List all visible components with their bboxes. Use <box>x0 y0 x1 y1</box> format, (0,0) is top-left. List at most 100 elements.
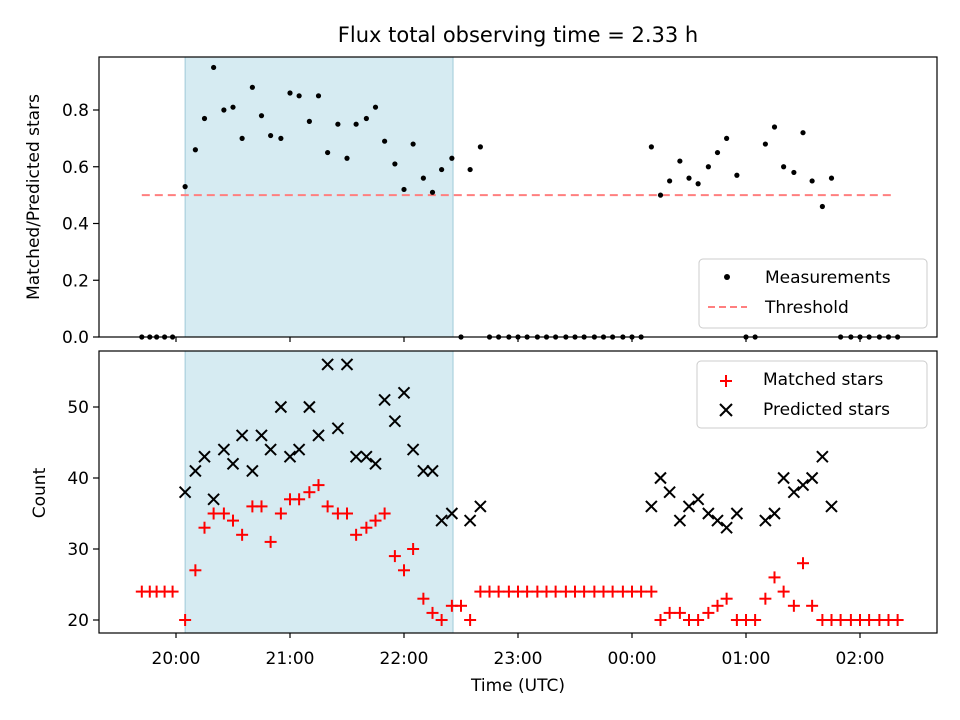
predicted-star-stroke-b <box>777 471 790 485</box>
predicted-star-stroke-b <box>787 485 801 499</box>
predicted-star-point <box>682 500 696 513</box>
matched-star-point <box>759 592 772 605</box>
predicted-star-stroke-b <box>406 443 420 456</box>
measurement-point <box>648 144 654 150</box>
matched-star-point <box>274 507 287 520</box>
matched-star-point <box>166 585 179 598</box>
predicted-star-point <box>645 500 658 513</box>
measurement-point <box>828 175 835 181</box>
measurement-points <box>139 64 901 340</box>
predicted-star-stroke-b <box>255 429 268 442</box>
matched-stars-points <box>135 479 904 626</box>
measurement-point <box>372 104 379 110</box>
predicted-star-stroke-b <box>360 450 373 463</box>
measurement-point <box>449 155 455 161</box>
matched-star-point <box>578 585 591 598</box>
top-y-axis-label: Matched/Predicted stars <box>24 94 44 300</box>
top-highlight-window <box>184 56 454 338</box>
predicted-star-stroke-b <box>711 514 724 527</box>
measurement-point <box>695 181 701 187</box>
measurement-point <box>667 178 673 184</box>
measurement-point <box>762 141 768 147</box>
predicted-star-point <box>691 493 705 506</box>
top-y-tick-label: 0.6 <box>62 158 89 178</box>
top-y-tick-label: 0.0 <box>62 328 89 348</box>
predicted-star-point <box>711 514 724 527</box>
predicted-star-point <box>292 443 306 456</box>
top-y-tick-label: 0.2 <box>62 271 89 291</box>
measurement-point <box>201 115 208 122</box>
predicted-star-point <box>321 358 334 371</box>
bottom-y-tick-label: 40 <box>67 469 89 489</box>
measurement-point <box>705 164 711 170</box>
bottom-x-tick-label: 02:00 <box>836 649 885 669</box>
predicted-star-point <box>654 471 667 485</box>
measurement-point <box>734 172 740 178</box>
predicted-star-stroke-b <box>445 507 459 520</box>
predicted-star-stroke-b <box>235 429 249 442</box>
predicted-star-point <box>369 457 382 471</box>
predicted-star-point <box>805 471 819 485</box>
bottom-highlight-rect <box>184 350 454 634</box>
bottom-x-tick-label: 21:00 <box>266 649 315 669</box>
measurement-point <box>771 124 778 130</box>
predicted-star-point <box>217 443 231 456</box>
predicted-star-point <box>378 393 391 407</box>
predicted-star-point <box>246 464 259 478</box>
predicted-star-stroke-b <box>349 450 363 463</box>
predicted-star-stroke-b <box>198 450 211 463</box>
matched-star-point <box>198 521 211 534</box>
measurement-point <box>686 175 692 181</box>
matched-star-point <box>787 599 800 612</box>
measurement-point <box>192 147 198 153</box>
measurement-point <box>278 135 284 141</box>
predicted-star-stroke-b <box>274 400 288 414</box>
matched-star-point <box>369 514 382 527</box>
measurement-point <box>809 178 815 184</box>
bottom-x-tick-label: 22:00 <box>380 649 429 669</box>
measurement-point <box>296 93 302 99</box>
predicted-star-stroke-b <box>369 457 382 471</box>
predicted-star-stroke-b <box>663 485 676 499</box>
matched-star-point <box>341 507 353 520</box>
matched-star-point <box>749 614 762 626</box>
measurement-point <box>182 184 188 190</box>
top-y-ticks: 0.0 0.2 0.4 0.6 0.8 <box>62 101 99 348</box>
matched-star-point <box>863 614 876 626</box>
top-legend: Measurements Threshold <box>698 258 928 329</box>
predicted-star-stroke-b <box>417 464 430 478</box>
matched-star-point <box>464 614 477 626</box>
matched-star-point <box>654 614 667 626</box>
predicted-stars-points <box>178 358 838 534</box>
matched-star-point <box>217 507 230 520</box>
predicted-star-stroke-b <box>720 521 733 534</box>
measurement-point <box>467 166 473 173</box>
legend-matched-marker <box>720 375 732 387</box>
top-highlight-rect <box>184 56 454 338</box>
predicted-star-stroke-b <box>805 471 819 485</box>
predicted-star-stroke-b <box>378 393 391 407</box>
predicted-star-stroke-b <box>312 429 325 442</box>
top-y-tick-label: 0.4 <box>62 215 89 235</box>
bottom-x-tick-label: 00:00 <box>608 649 657 669</box>
predicted-star-point <box>768 507 781 520</box>
predicted-star-point <box>474 500 487 513</box>
predicted-star-stroke-b <box>825 500 838 513</box>
predicted-star-stroke-b <box>303 400 316 414</box>
measurement-point <box>230 104 236 110</box>
matched-star-point <box>673 606 686 619</box>
bottom-x-tick-label: 23:00 <box>494 649 543 669</box>
top-legend-box <box>698 258 928 329</box>
measurement-point <box>477 144 483 150</box>
measurement-point <box>819 203 825 210</box>
top-y-tick-label: 0.8 <box>62 101 89 121</box>
predicted-star-stroke-b <box>463 514 477 527</box>
predicted-star-stroke-b <box>796 478 810 492</box>
predicted-star-stroke-b <box>673 514 687 527</box>
predicted-star-stroke-b <box>388 414 402 428</box>
matched-star-point <box>663 606 676 619</box>
matched-star-point <box>312 479 325 492</box>
measurement-point <box>335 121 341 127</box>
matched-star-point <box>321 500 334 513</box>
